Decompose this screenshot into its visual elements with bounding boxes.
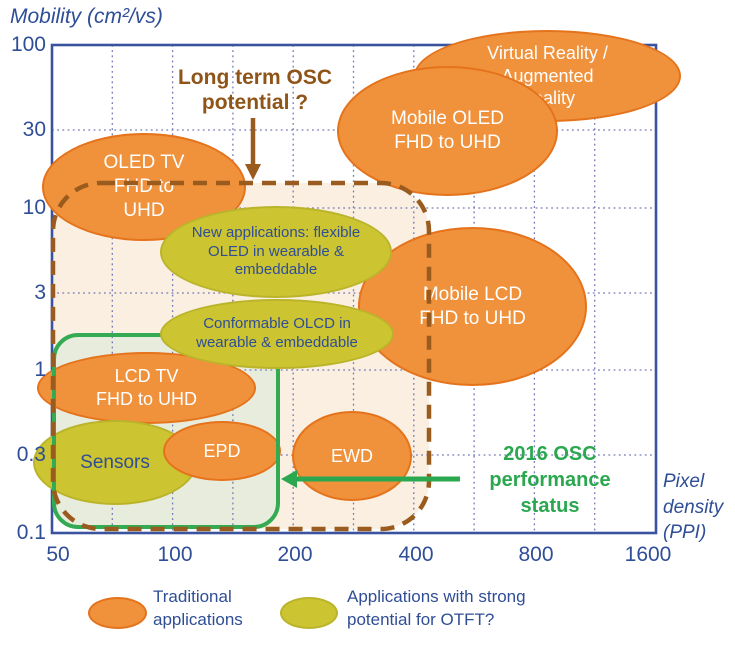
x-tick-400: 400: [398, 543, 434, 566]
bubble-label-line: LCD TV: [114, 366, 179, 387]
annotation-line: Long term OSC: [177, 66, 332, 89]
bubble-conformable-olcd: Conformable OLCD in wearable & embeddabl…: [160, 299, 394, 369]
x-axis-title-line: (PPI): [663, 522, 707, 544]
bubble-label-line: EPD: [203, 440, 241, 461]
x-axis-title-line: density: [663, 496, 724, 518]
x-tick-100: 100: [157, 543, 193, 566]
bubble-label-line: OLED in wearable &: [208, 242, 344, 260]
bubble-label-line: Mobile LCD: [422, 283, 523, 305]
x-tick-800: 800: [518, 543, 554, 566]
annotation-line: 2016 OSC: [503, 443, 597, 465]
y-tick-30: 30: [22, 118, 46, 141]
x-tick-200: 200: [277, 543, 313, 566]
bubble-label-line: FHD to UHD: [419, 307, 526, 329]
x-axis-title-line: Pixel: [663, 471, 705, 492]
bubble-label-line: Virtual Reality /: [487, 42, 608, 63]
bubble-label-line: UHD: [123, 199, 165, 221]
bubble-label-line: Sensors: [80, 451, 150, 473]
bubble-label-line: embeddable: [234, 261, 318, 279]
y-tick-3: 3: [34, 281, 46, 304]
y-tick-0-1: 0.1: [16, 521, 46, 544]
bubble-epd: EPD: [163, 421, 281, 481]
status-annotation: 2016 OSC performance status: [464, 441, 636, 519]
bubble-mobile-oled: Mobile OLED FHD to UHD: [337, 66, 558, 196]
bubble-mobile-lcd: Mobile LCD FHD to UHD: [358, 227, 587, 386]
y-tick-0-3: 0.3: [16, 443, 46, 466]
legend-label-otft: Applications with strong potential for O…: [347, 587, 526, 630]
bubble-label-line: FHD to UHD: [95, 389, 197, 409]
y-tick-10: 10: [22, 196, 46, 219]
bubble-label-line: wearable & embeddable: [196, 334, 358, 351]
annotation-line: performance: [489, 469, 611, 491]
bubble-label-line: Conformable OLCD in: [203, 315, 351, 333]
legend-swatch-otft: [280, 597, 338, 629]
y-axis-title: Mobility (cm²/vs): [10, 5, 163, 28]
x-tick-1600: 1600: [624, 543, 672, 566]
annotation-line: potential ?: [201, 90, 309, 114]
bubble-label-line: New applications: flexible: [191, 223, 361, 241]
bubble-label-line: Mobile OLED: [391, 108, 504, 130]
bubble-label-line: EWD: [331, 445, 373, 466]
x-tick-50: 50: [46, 543, 70, 566]
annotation-line: status: [520, 495, 580, 517]
legend-swatch-traditional: [88, 597, 147, 629]
bubble-ewd: EWD: [292, 411, 412, 501]
y-tick-100: 100: [10, 33, 46, 56]
y-tick-1: 1: [34, 358, 46, 381]
x-axis-title: Pixel density (PPI): [663, 469, 735, 546]
long-term-arrow: [245, 118, 261, 180]
bubble-label-line: FHD to: [113, 176, 175, 198]
bubble-label-line: FHD to UHD: [394, 132, 501, 153]
legend-label-traditional: Traditional applications: [153, 587, 243, 630]
bubble-new-applications: New applications: flexible OLED in weara…: [160, 206, 392, 298]
bubble-label-line: OLED TV: [103, 152, 185, 174]
long-term-annotation: Long term OSC potential ?: [155, 66, 355, 116]
